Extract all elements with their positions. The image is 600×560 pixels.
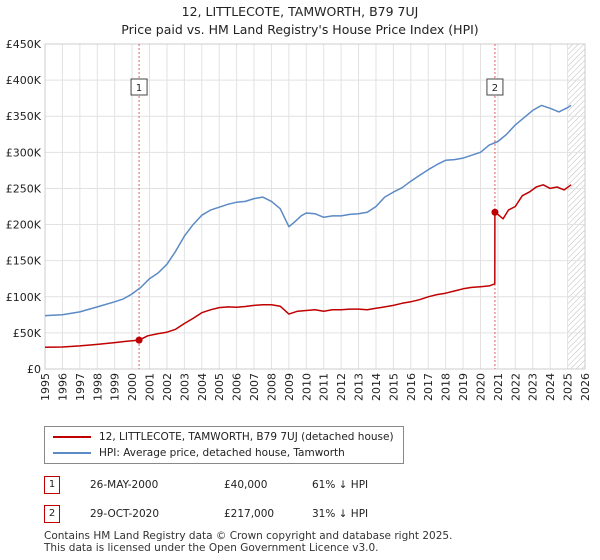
transaction-price: £40,000 — [224, 479, 268, 491]
transaction-point — [491, 208, 499, 216]
x-tick-label: 2003 — [178, 373, 191, 401]
x-tick-label: 2005 — [213, 373, 226, 401]
footer-line-copyright: Contains HM Land Registry data © Crown c… — [44, 530, 453, 542]
x-tick-label: 2020 — [474, 373, 487, 401]
x-tick-label: 2016 — [405, 373, 418, 401]
x-tick-label: 2017 — [422, 373, 435, 401]
footer-attribution: Contains HM Land Registry data © Crown c… — [44, 530, 452, 554]
transaction-price: £217,000 — [224, 508, 275, 520]
x-tick-label: 2013 — [353, 373, 366, 401]
property-price-line — [44, 184, 572, 349]
x-tick-label: 2026 — [579, 373, 592, 401]
legend-item-hpi: HPI: Average price, detached house, Tamw… — [53, 446, 345, 460]
x-tick-label: 1998 — [91, 373, 104, 401]
y-tick-label: £200K — [6, 219, 42, 232]
y-tick-label: £350K — [6, 110, 42, 123]
transaction-date: 29-OCT-2020 — [90, 508, 159, 520]
x-tick-label: 2022 — [509, 373, 522, 401]
transaction-marker-label: 1 — [136, 83, 142, 94]
x-tick-label: 2021 — [492, 373, 505, 401]
footer-line-license: This data is licensed under the Open Gov… — [44, 542, 379, 554]
plot-frame — [44, 43, 586, 370]
legend-swatch-property — [53, 436, 91, 438]
x-tick-label: 1995 — [39, 373, 52, 401]
x-tick-label: 2015 — [387, 373, 400, 401]
x-tick-label: 2008 — [265, 373, 278, 401]
x-tick-label: 2025 — [562, 373, 575, 401]
y-tick-label: £100K — [6, 291, 42, 304]
x-tick-label: 2010 — [300, 373, 313, 401]
plot-area — [45, 44, 585, 369]
y-tick-label: £400K — [6, 74, 42, 87]
x-tick-label: 2024 — [544, 373, 557, 401]
legend-label-property: 12, LITTLECOTE, TAMWORTH, B79 7UJ (detac… — [99, 431, 394, 443]
transaction-number-badge: 2 — [44, 505, 60, 523]
chart-subtitle: Price paid vs. HM Land Registry's House … — [121, 22, 479, 37]
hpi-line — [44, 104, 572, 317]
chart-title: 12, LITTLECOTE, TAMWORTH, B79 7UJ — [181, 4, 419, 19]
chart-legend: 12, LITTLECOTE, TAMWORTH, B79 7UJ (detac… — [44, 426, 404, 464]
legend-label-hpi: HPI: Average price, detached house, Tamw… — [99, 447, 345, 459]
transaction-date: 26-MAY-2000 — [90, 479, 159, 491]
x-tick-label: 2018 — [440, 373, 453, 401]
transaction-point — [135, 336, 143, 344]
legend-item-property: 12, LITTLECOTE, TAMWORTH, B79 7UJ (detac… — [53, 430, 394, 444]
y-tick-label: £50K — [13, 327, 42, 340]
x-tick-label: 1996 — [56, 373, 69, 401]
x-tick-label: 2004 — [196, 373, 209, 401]
transaction-hpi-diff: 31% ↓ HPI — [312, 508, 369, 520]
x-tick-label: 1997 — [74, 373, 87, 401]
x-tick-label: 2023 — [527, 373, 540, 401]
y-tick-label: £450K — [6, 38, 42, 51]
transaction-row: 1 26-MAY-2000 £40,000 61% ↓ HPI — [44, 476, 564, 494]
x-tick-label: 2000 — [126, 373, 139, 401]
x-tick-label: 2012 — [335, 373, 348, 401]
transaction-row: 2 29-OCT-2020 £217,000 31% ↓ HPI — [44, 505, 564, 523]
y-tick-label: £150K — [6, 255, 42, 268]
x-tick-label: 2009 — [283, 373, 296, 401]
x-tick-label: 2006 — [231, 373, 244, 401]
x-tick-label: 2014 — [370, 373, 383, 401]
transaction-marker-box — [486, 78, 504, 96]
x-tick-label: 2002 — [161, 373, 174, 401]
price-chart: 1 2 £0 £50K £100K £150K £200K £250K £300K £350K £… — [6, 38, 592, 401]
x-tick-label: 2001 — [144, 373, 157, 401]
x-tick-label: 2019 — [457, 373, 470, 401]
transaction-hpi-diff: 61% ↓ HPI — [312, 479, 369, 491]
transaction-number-badge: 1 — [44, 476, 60, 494]
transaction-marker-box — [130, 78, 148, 96]
y-tick-label: £300K — [6, 146, 42, 159]
x-tick-label: 2007 — [248, 373, 261, 401]
legend-swatch-hpi — [53, 452, 91, 454]
x-tick-label: 2011 — [318, 373, 331, 401]
forecast-hatch-region — [567, 44, 585, 369]
y-tick-label: £0 — [27, 363, 41, 376]
y-tick-label: £250K — [6, 182, 42, 195]
x-tick-label: 1999 — [109, 373, 122, 401]
transaction-marker-label: 2 — [492, 83, 498, 94]
